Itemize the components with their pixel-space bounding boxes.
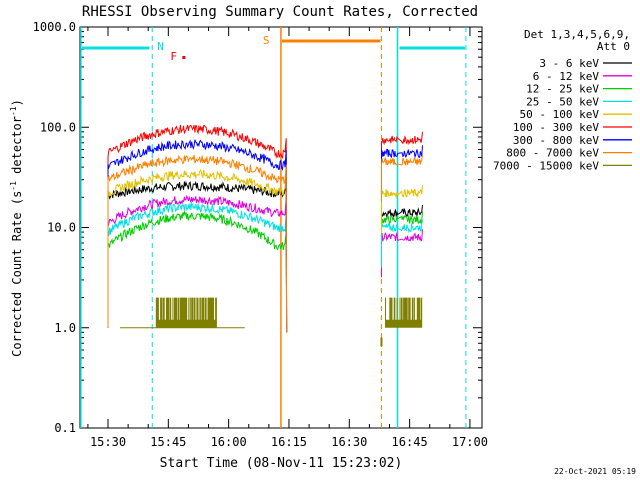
legend-label: 50 - 100 keV xyxy=(520,108,600,121)
series-8 xyxy=(120,297,423,347)
legend-header-line2: Att 0 xyxy=(597,40,630,53)
series-line-seg2 xyxy=(381,154,423,202)
y-axis-label: Corrected Count Rate (s-1 detector-1) xyxy=(9,99,24,357)
series-line-seg1 xyxy=(107,178,288,333)
x-tick-label: 15:45 xyxy=(150,435,186,449)
series-4 xyxy=(107,168,423,333)
series-line-seg1 xyxy=(107,168,288,333)
marker-s: S xyxy=(263,34,270,47)
series-bars-seg1 xyxy=(155,297,217,328)
y-axis-label-main: Corrected Count Rate (s xyxy=(10,191,24,357)
marker-f: F xyxy=(170,50,177,63)
series-line-seg1 xyxy=(107,154,288,333)
legend-label: 3 - 6 keV xyxy=(539,57,599,70)
series-line-seg2 xyxy=(381,145,423,194)
y-axis-label-exp1: -1 xyxy=(9,181,18,191)
y-axis-label-mid: detector xyxy=(10,116,24,181)
series-3 xyxy=(107,201,423,333)
x-axis-label: Start Time (08-Nov-11 15:23:02) xyxy=(160,456,403,471)
y-tick-label: 100.0 xyxy=(40,120,76,134)
y-tick-label: 1000.0 xyxy=(33,20,76,34)
series-line-seg1 xyxy=(107,124,288,333)
y-tick-label: 10.0 xyxy=(47,221,76,235)
orbit-annotations: NF S xyxy=(80,27,467,428)
legend-label: 25 - 50 keV xyxy=(526,95,599,108)
series-bars-seg2 xyxy=(385,297,423,328)
series-5 xyxy=(107,124,423,333)
legend-label: 800 - 7000 keV xyxy=(506,147,599,160)
series-group xyxy=(107,124,423,347)
series-line-seg2 xyxy=(381,131,423,180)
x-tick-label: 16:45 xyxy=(392,435,428,449)
flare-marker xyxy=(182,56,186,59)
y-axis-label-end: ) xyxy=(10,99,24,106)
y-axis-label-exp2: -1 xyxy=(9,106,18,116)
x-tick-label: 16:15 xyxy=(271,435,307,449)
series-7 xyxy=(107,154,423,333)
y-tick-label: 0.1 xyxy=(54,421,76,435)
series-line-seg1 xyxy=(107,139,288,333)
x-tick-label: 16:00 xyxy=(211,435,247,449)
legend-label: 7000 - 15000 keV xyxy=(493,159,599,172)
legend-label: 6 - 12 keV xyxy=(533,70,600,83)
x-tick-label: 16:30 xyxy=(331,435,367,449)
series-line-seg2 xyxy=(381,219,423,268)
chart-title: RHESSI Observing Summary Count Rates, Co… xyxy=(82,4,478,20)
x-tick-label: 17:00 xyxy=(452,435,488,449)
series-line-seg2 xyxy=(381,211,423,260)
x-tick-label: 15:30 xyxy=(90,435,126,449)
legend-label: 12 - 25 keV xyxy=(526,83,599,96)
legend-label: 300 - 800 keV xyxy=(513,134,599,147)
series-line-seg2 xyxy=(381,185,423,234)
legend-header-line1: Det 1,3,4,5,6,9, xyxy=(524,28,630,41)
footer-timestamp: 22-Oct-2021 05:19 xyxy=(554,467,636,476)
y-tick-label: 1.0 xyxy=(54,321,76,335)
series-line-seg2 xyxy=(381,229,423,278)
legend-label: 100 - 300 keV xyxy=(513,121,599,134)
y-axis: 0.1 1.0 10.0 100.0 1000.0 xyxy=(33,20,482,435)
marker-n: N xyxy=(157,40,164,53)
series-line-seg1 xyxy=(107,201,288,333)
series-line-seg1 xyxy=(107,210,288,333)
series-6 xyxy=(107,139,423,333)
x-axis: 15:30 15:45 16:00 16:15 16:30 16:45 17:00 xyxy=(87,27,488,449)
series-line-seg1 xyxy=(107,194,288,333)
series-2 xyxy=(107,210,423,333)
series-1 xyxy=(107,194,423,333)
